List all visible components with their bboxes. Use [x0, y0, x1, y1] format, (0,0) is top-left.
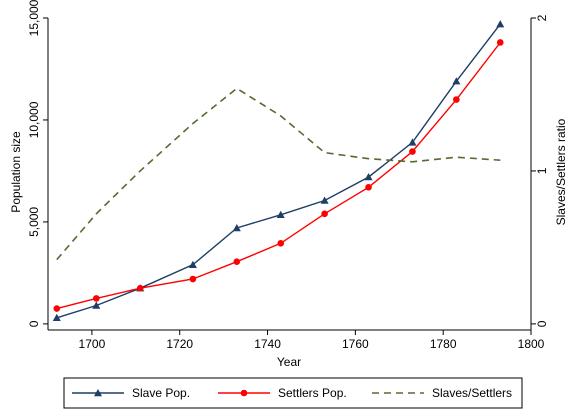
y-axis-left-title: Population size [9, 131, 23, 213]
data-point-settlers-pop [189, 275, 197, 283]
data-point-slave-pop [52, 313, 61, 321]
y-right-tick-label: 1 [535, 167, 549, 174]
data-point-slave-pop [320, 196, 329, 204]
y-axis-right-title: Slaves/Settlers ratio [554, 118, 568, 225]
legend-label-settlers-pop: Settlers Pop. [278, 386, 347, 400]
data-point-slave-pop [452, 77, 461, 85]
data-point-settlers-pop [233, 258, 241, 265]
data-point-settlers-pop [53, 305, 61, 312]
plot-area: 1700 1720 1740 1760 1780 1800 0 5,000 10,000 15,0… [27, 0, 549, 351]
data-point-settlers-pop [93, 295, 100, 302]
y-right-tick-label: 2 [535, 14, 549, 21]
x-tick-label: 1700 [79, 337, 106, 351]
legend-label-slaves-settlers: Slaves/Settlers [432, 386, 512, 400]
legend-box [63, 377, 523, 409]
data-point-settlers-pop [496, 39, 504, 46]
data-point-slave-pop [364, 173, 373, 181]
data-point-settlers-pop [365, 183, 372, 191]
y-right-tick-label: 0 [535, 320, 549, 327]
data-point-settlers-pop [453, 96, 460, 103]
y-left-tick-label: 15,000 [27, 0, 41, 36]
series-line-slaves-settlers [56, 87, 501, 261]
x-tick-label: 1740 [254, 337, 281, 351]
y-left-tick-label: 10,000 [27, 101, 41, 138]
data-point-slave-pop [188, 260, 197, 268]
data-point-settlers-pop [409, 148, 416, 155]
data-point-slave-pop [408, 138, 417, 146]
data-point-slave-pop [92, 301, 101, 309]
legend-marker-slave-pop [94, 389, 102, 397]
x-tick-label: 1780 [430, 337, 457, 351]
data-point-slave-pop [232, 224, 241, 232]
y-left-tick-label: 5,000 [27, 207, 41, 237]
legend-label-slave-pop: Slave Pop. [132, 386, 190, 400]
x-tick-label: 1720 [166, 337, 193, 351]
x-tick-label: 1760 [342, 337, 369, 351]
legend-marker-settlers-pop [240, 389, 248, 397]
data-point-settlers-pop [277, 240, 285, 247]
y-left-tick-label: 0 [27, 320, 41, 327]
x-axis-title: Year [277, 355, 301, 369]
data-point-slave-pop [276, 210, 285, 218]
legend: Slave Pop. Settlers Pop. Slaves/Settlers [63, 377, 523, 409]
data-point-settlers-pop [321, 210, 328, 218]
x-tick-label: 1800 [518, 337, 545, 351]
data-point-slave-pop [496, 20, 505, 28]
data-point-settlers-pop [136, 284, 144, 292]
